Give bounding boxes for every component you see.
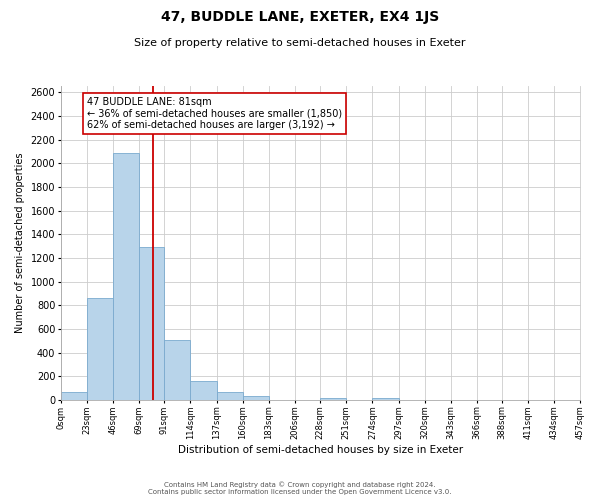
Text: Contains HM Land Registry data © Crown copyright and database right 2024.
Contai: Contains HM Land Registry data © Crown c… <box>148 482 452 495</box>
Bar <box>113 152 139 400</box>
Bar <box>320 398 346 400</box>
Bar <box>243 396 269 400</box>
Bar <box>217 392 243 400</box>
Bar <box>164 340 190 400</box>
Text: 47, BUDDLE LANE, EXETER, EX4 1JS: 47, BUDDLE LANE, EXETER, EX4 1JS <box>161 10 439 24</box>
Text: 47 BUDDLE LANE: 81sqm
← 36% of semi-detached houses are smaller (1,850)
62% of s: 47 BUDDLE LANE: 81sqm ← 36% of semi-deta… <box>87 97 342 130</box>
Bar <box>139 248 164 400</box>
Bar <box>190 381 217 400</box>
Bar <box>87 298 113 400</box>
Bar <box>61 392 87 400</box>
Bar <box>373 398 398 400</box>
Text: Size of property relative to semi-detached houses in Exeter: Size of property relative to semi-detach… <box>134 38 466 48</box>
Y-axis label: Number of semi-detached properties: Number of semi-detached properties <box>15 153 25 334</box>
X-axis label: Distribution of semi-detached houses by size in Exeter: Distribution of semi-detached houses by … <box>178 445 463 455</box>
